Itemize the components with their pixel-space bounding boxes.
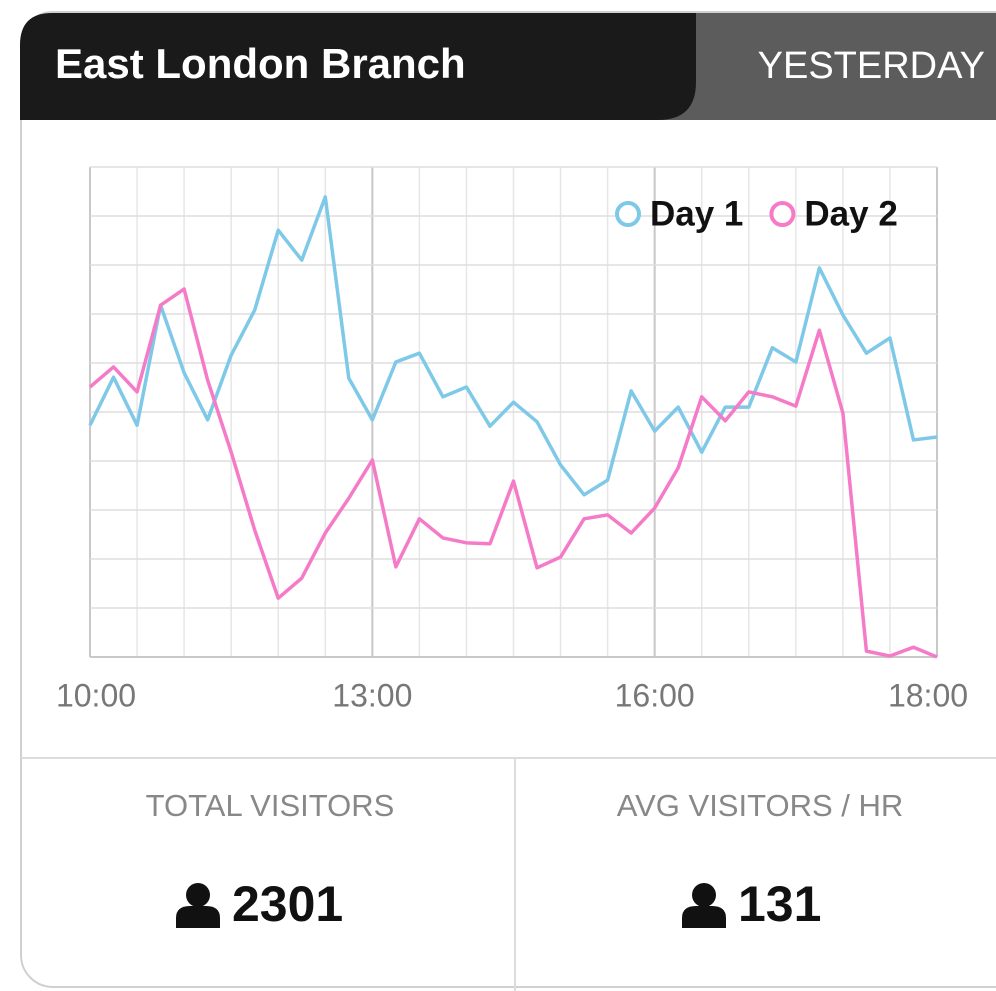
legend-label: Day 1 bbox=[650, 194, 743, 233]
legend-marker bbox=[769, 201, 796, 227]
x-tick-label: 18:00 bbox=[888, 677, 968, 713]
stat-value: 2301 bbox=[232, 876, 343, 932]
header-bar bbox=[20, 13, 696, 120]
person-icon bbox=[176, 883, 220, 928]
data-line bbox=[88, 195, 938, 497]
card bbox=[20, 11, 996, 988]
x-tick-label: 13:00 bbox=[332, 677, 412, 713]
header-title: East London Branch bbox=[55, 40, 466, 87]
stat-label: TOTAL VISITORS bbox=[146, 788, 395, 823]
tab-background[interactable] bbox=[660, 13, 996, 120]
x-tick-label: 10:00 bbox=[56, 677, 136, 713]
stat-value: 131 bbox=[738, 876, 821, 932]
data-line bbox=[88, 287, 938, 659]
person-icon bbox=[682, 883, 726, 928]
legend-marker bbox=[615, 201, 641, 227]
tab-label[interactable]: YESTERDAY bbox=[758, 45, 985, 87]
legend-label: Day 2 bbox=[804, 194, 897, 233]
x-tick-label: 16:00 bbox=[615, 677, 695, 713]
stat-label: AVG VISITORS / HR bbox=[617, 788, 904, 823]
